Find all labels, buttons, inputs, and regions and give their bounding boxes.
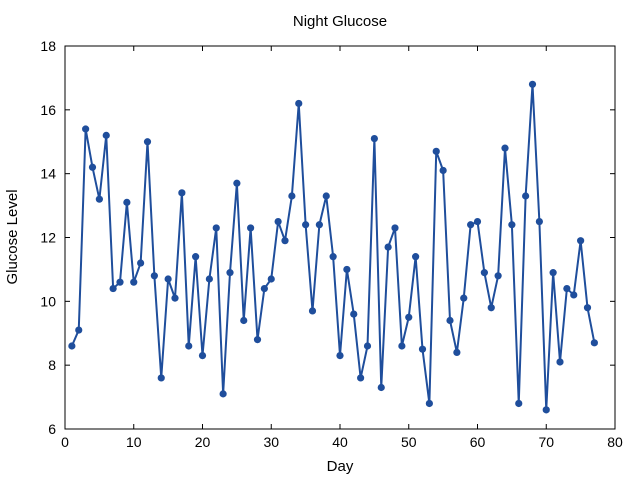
- data-point: [322, 192, 330, 200]
- data-point: [336, 351, 344, 360]
- data-point: [473, 217, 482, 226]
- data-point: [425, 399, 433, 408]
- data-point: [233, 179, 241, 187]
- x-tick-label: 50: [401, 434, 417, 450]
- data-point: [487, 304, 495, 312]
- data-point: [137, 259, 145, 267]
- data-point: [68, 342, 76, 350]
- data-point: [570, 291, 578, 299]
- x-tick-label: 60: [470, 434, 486, 450]
- data-point: [192, 253, 200, 261]
- data-point: [171, 294, 179, 302]
- data-point: [329, 253, 337, 261]
- data-point: [583, 304, 592, 312]
- data-point: [260, 284, 268, 293]
- x-tick-label: 40: [332, 434, 348, 450]
- data-point: [95, 195, 103, 203]
- data-point: [116, 278, 124, 286]
- data-point: [363, 342, 372, 350]
- data-point: [501, 144, 509, 152]
- data-point: [267, 275, 275, 283]
- x-tick-label: 80: [607, 434, 623, 450]
- data-point: [377, 383, 385, 392]
- x-tick-label: 30: [263, 434, 279, 450]
- data-point: [102, 131, 110, 139]
- data-point: [556, 358, 564, 366]
- data-point: [240, 316, 248, 325]
- data-point: [515, 399, 523, 408]
- y-tick-label: 14: [40, 166, 56, 182]
- y-tick-label: 18: [40, 38, 56, 54]
- data-point: [418, 345, 427, 353]
- plot-area: 0 10 20 30 40 50 60 70 80 6 8 10 12 14 16 18: [40, 38, 623, 450]
- data-point: [274, 217, 282, 226]
- data-point: [247, 224, 255, 232]
- data-point: [370, 134, 378, 143]
- data-point: [391, 224, 399, 232]
- data-point: [150, 272, 158, 280]
- data-point: [164, 275, 172, 283]
- data-point: [205, 275, 213, 283]
- data-point: [494, 272, 502, 280]
- data-point: [384, 243, 392, 251]
- y-tick-label: 12: [40, 230, 56, 246]
- data-point: [535, 217, 543, 226]
- data-point: [302, 221, 310, 229]
- x-tick-label: 20: [195, 434, 211, 450]
- y-tick-label: 10: [40, 293, 56, 309]
- x-tick-label: 0: [61, 434, 69, 450]
- data-point: [577, 237, 585, 245]
- data-point: [212, 224, 220, 232]
- data-point: [123, 198, 131, 206]
- data-point: [357, 374, 365, 382]
- y-axis-label: Glucose Level: [4, 189, 21, 284]
- data-point: [453, 348, 461, 356]
- data-point: [460, 294, 468, 302]
- x-tick-label: 10: [126, 434, 142, 450]
- data-point: [446, 316, 454, 325]
- data-point: [109, 284, 117, 293]
- data-point: [219, 390, 227, 398]
- data-point: [143, 138, 152, 146]
- data-point: [185, 342, 193, 350]
- data-point: [295, 99, 303, 108]
- chart-title: Night Glucose: [293, 13, 387, 30]
- data-point: [308, 307, 317, 315]
- data-point: [432, 147, 440, 155]
- data-point: [467, 221, 475, 229]
- y-tick-label: 6: [48, 421, 56, 437]
- data-point: [549, 269, 557, 277]
- x-tick-label: 70: [538, 434, 554, 450]
- data-point: [508, 221, 516, 229]
- data-point: [398, 342, 406, 350]
- data-point: [198, 351, 207, 360]
- data-point: [590, 339, 598, 347]
- data-point: [82, 125, 90, 133]
- data-point: [88, 163, 97, 171]
- data-point: [528, 80, 537, 88]
- data-point: [439, 166, 447, 175]
- data-point: [343, 265, 351, 274]
- data-point: [315, 221, 323, 229]
- series-line: [70, 83, 596, 411]
- data-point: [350, 310, 358, 318]
- data-point: [157, 374, 165, 382]
- data-point: [130, 278, 138, 286]
- data-point: [226, 269, 234, 277]
- data-point: [281, 237, 289, 245]
- data-point: [405, 313, 413, 321]
- x-axis-label: Day: [327, 458, 354, 475]
- y-tick-label: 16: [40, 102, 56, 118]
- data-point: [253, 336, 262, 344]
- data-point: [522, 192, 530, 200]
- data-point: [542, 406, 550, 414]
- data-point: [75, 326, 83, 334]
- data-point: [480, 269, 488, 277]
- data-point: [412, 253, 420, 261]
- data-point: [178, 189, 186, 197]
- data-point: [288, 192, 296, 200]
- y-tick-label: 8: [48, 357, 56, 373]
- data-point: [563, 284, 571, 293]
